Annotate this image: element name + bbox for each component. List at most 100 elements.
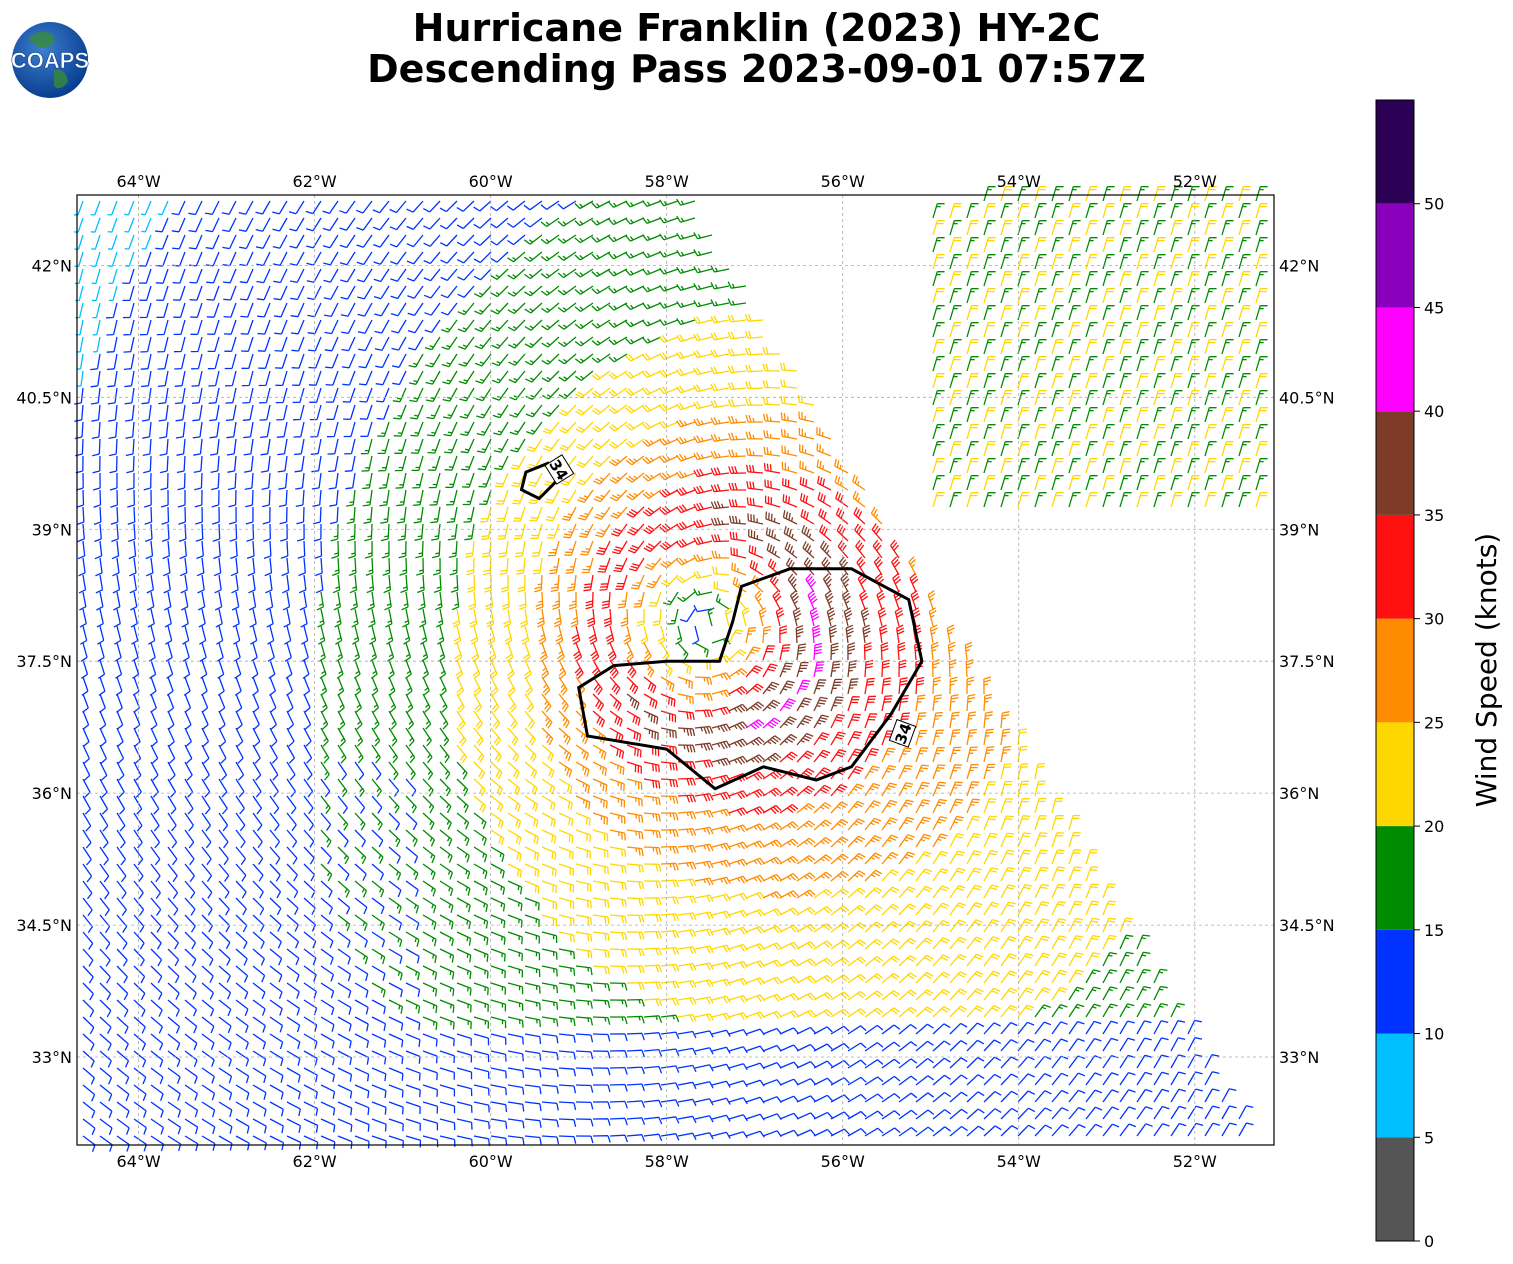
wind-barb <box>1068 185 1081 202</box>
wind-barb <box>373 234 390 248</box>
wind-barb <box>1136 440 1149 457</box>
wind-barb <box>476 404 492 419</box>
wind-barb <box>494 455 509 471</box>
wind-barb <box>625 319 645 328</box>
wind-barb <box>122 285 135 302</box>
wind-barb <box>659 216 679 224</box>
wind-barb <box>541 319 560 331</box>
wind-barb <box>389 217 407 231</box>
wind-barb <box>461 455 475 471</box>
wind-barb <box>642 455 662 465</box>
wind-barb <box>306 268 322 283</box>
wind-barb <box>341 353 356 369</box>
wind-barb <box>949 253 962 270</box>
wind-barb <box>1170 185 1183 202</box>
wind-barb <box>474 319 492 333</box>
wind-barb <box>1136 321 1149 338</box>
wind-barb <box>932 304 945 321</box>
wind-barb <box>1034 185 1047 202</box>
wind-barb <box>441 336 458 351</box>
wind-barb <box>156 302 169 319</box>
wind-barb <box>727 365 747 374</box>
wind-barb <box>781 461 798 474</box>
wind-barb <box>1085 474 1098 491</box>
wind-barb <box>160 472 169 491</box>
wind-barb <box>966 457 979 474</box>
wind-barb <box>949 270 962 287</box>
wind-barb <box>341 319 356 335</box>
wind-barb <box>625 217 645 225</box>
wind-barb <box>1255 474 1268 491</box>
wind-barb <box>1170 236 1183 253</box>
wind-barb <box>591 251 611 260</box>
wind-barb <box>379 489 390 507</box>
wind-barb <box>155 268 169 284</box>
wind-barb <box>396 489 407 507</box>
wind-barb <box>507 234 526 246</box>
wind-barb <box>1034 355 1047 372</box>
colorbar-bin <box>1376 411 1414 515</box>
wind-barb <box>710 332 730 341</box>
wind-barb <box>139 285 152 301</box>
wind-barb <box>949 423 962 440</box>
wind-barb <box>407 302 424 317</box>
wind-barb <box>290 302 305 318</box>
wind-barb <box>1000 457 1013 474</box>
wind-barb <box>206 302 220 318</box>
wind-barb <box>541 353 560 365</box>
wind-barb <box>764 479 781 491</box>
wind-barb <box>798 427 815 440</box>
wind-barb <box>322 200 339 215</box>
wind-barb <box>966 304 979 321</box>
wind-barb <box>211 489 220 508</box>
wind-barb <box>949 440 962 457</box>
wind-barb <box>107 387 118 405</box>
wind-barb <box>1017 287 1030 304</box>
wind-barb <box>542 404 560 417</box>
wind-barb <box>558 336 577 348</box>
wind-barb <box>574 336 594 347</box>
wind-barb <box>762 346 780 355</box>
wind-barb <box>124 404 135 422</box>
wind-barb <box>227 472 237 491</box>
wind-barb <box>339 217 356 231</box>
wind-barb <box>227 455 237 473</box>
wind-barb <box>1068 406 1081 423</box>
wind-barb <box>608 285 628 294</box>
wind-barb <box>983 287 996 304</box>
wind-barb <box>495 489 509 505</box>
wind-barb <box>409 387 424 403</box>
wind-barb <box>966 219 979 236</box>
wind-barb <box>540 234 560 245</box>
wind-barb <box>507 285 526 297</box>
wind-barb <box>310 421 322 438</box>
wind-barb <box>1170 253 1183 270</box>
wind-barb <box>523 200 543 211</box>
wind-barb <box>474 336 492 350</box>
wind-barb <box>1119 457 1132 474</box>
wind-barb <box>241 336 254 352</box>
wind-barb <box>222 268 237 284</box>
wind-barb <box>276 404 288 421</box>
wind-barb <box>292 387 305 404</box>
wind-barb <box>440 285 458 299</box>
wind-barb <box>323 285 339 300</box>
wind-barb <box>262 489 271 508</box>
wind-barb <box>423 217 441 230</box>
wind-barb <box>141 234 152 250</box>
wind-barb <box>1153 423 1166 440</box>
wind-barb <box>693 350 713 359</box>
wind-barb <box>328 455 339 473</box>
wind-barb <box>966 406 979 423</box>
wind-barb <box>1136 355 1149 372</box>
wind-barb <box>1221 474 1234 491</box>
wind-barb <box>222 217 237 233</box>
wind-barb <box>1119 253 1132 270</box>
wind-barb <box>392 387 407 403</box>
wind-barb <box>340 268 356 283</box>
wind-barb <box>1017 185 1030 202</box>
wind-barb <box>390 268 407 282</box>
wind-barb <box>243 438 254 456</box>
wind-barb <box>406 251 424 265</box>
wind-barb <box>224 353 237 370</box>
